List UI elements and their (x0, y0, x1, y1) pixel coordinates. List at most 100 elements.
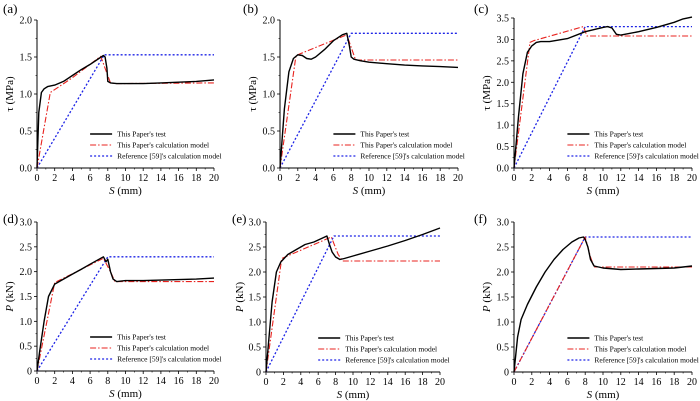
x-tick-label: 10 (121, 376, 131, 387)
y-axis-label: τ (MPa) (481, 75, 493, 111)
x-tick-label: 0 (35, 376, 40, 387)
panel-e: 0 2 4 6 8 10 12 14 16 18 20 0 0.5 1.0 1.5 2.0 2.5 3.0(e) S… (232, 211, 450, 401)
x-axis-label-unit: (mm) (358, 185, 386, 197)
legend-label-ref: Reference [59]'s calculation model (117, 355, 221, 364)
x-tick-label: 0 (512, 377, 517, 388)
series-line-ref (279, 32, 458, 169)
y-tick-label: 3.5 (497, 14, 510, 25)
x-axis-label: S (mm) (587, 185, 620, 197)
series-line-model (36, 257, 214, 372)
legend-label-model: This Paper's calculation model (360, 141, 452, 150)
x-tick-label: 20 (209, 376, 219, 387)
x-tick-label: 18 (669, 377, 679, 388)
series-line-test (36, 54, 215, 169)
panel-label: (e) (232, 211, 246, 226)
y-tick-label: 1.5 (20, 53, 33, 64)
x-tick-label: 12 (616, 377, 626, 388)
x-tick-label: 8 (105, 173, 110, 184)
y-axis-label-unit: τ (MPa) (247, 76, 259, 112)
panel-b: 0 2 4 6 8 10 12 14 16 18 20 0.0 0.5 1.0 1.5 2.0 (b) S (mm… (243, 1, 465, 197)
y-tick-label: 2.5 (249, 243, 262, 254)
y-tick-label: 1.0 (20, 90, 33, 101)
x-tick-label: 18 (418, 377, 428, 388)
y-tick-label: 0 (256, 368, 261, 379)
legend-label-model: This Paper's calculation model (594, 141, 686, 150)
legend-label-test: This Paper's test (117, 130, 167, 139)
x-tick-label: 12 (138, 376, 148, 387)
x-tick-label: 0 (512, 173, 517, 184)
x-tick-label: 8 (583, 173, 588, 184)
y-axis-label-unit: (kN) (481, 282, 493, 306)
x-tick-label: 0 (264, 377, 269, 388)
y-tick-label: 0.0 (497, 164, 510, 175)
y-tick-label: 0 (27, 367, 32, 378)
x-axis-label-symbol: S (109, 185, 115, 197)
x-tick-label: 2 (52, 173, 57, 184)
x-tick-label: 16 (174, 376, 184, 387)
series-line-model (36, 55, 215, 169)
x-tick-label: 14 (634, 377, 644, 388)
y-axis-label: P (kN) (4, 281, 16, 313)
y-tick-label: 2.5 (497, 56, 510, 67)
series-line-test (265, 227, 441, 373)
y-tick-label: 2.0 (497, 268, 510, 279)
x-tick-label: 10 (364, 173, 374, 184)
x-tick-label: 18 (669, 173, 679, 184)
y-axis-label: P (kN) (234, 282, 246, 314)
y-tick-label: 1.0 (497, 318, 510, 329)
x-tick-label: 10 (598, 173, 608, 184)
y-axis-label: τ (MPa) (247, 76, 259, 112)
y-axis-label-unit: (kN) (234, 282, 246, 306)
x-tick-label: 6 (316, 377, 321, 388)
panel-a: 0 2 4 6 8 10 12 14 16 18 20 0.0 0.5 1.0 1.5 2.0(a) S (mm… (3, 1, 222, 197)
x-tick-label: 16 (417, 173, 427, 184)
x-axis-label-symbol: S (353, 185, 359, 197)
y-tick-label: 0.5 (20, 127, 33, 138)
panel-f: 0 2 4 6 8 10 12 14 16 18 20 0 0.5 1.0 1.5 2.0 2.5 3.0 (f) S… (474, 211, 699, 401)
x-tick-label: 4 (70, 376, 75, 387)
panel-c: 0 2 4 6 8 10 12 14 16 18 20 0.0 0.5 1.0 1.5 2.0 2.5 3.0 3.… (474, 1, 699, 197)
x-tick-label: 10 (121, 173, 131, 184)
legend-label-test: This Paper's test (345, 334, 395, 343)
legend-label-test: This Paper's test (117, 333, 167, 342)
x-tick-label: 14 (400, 173, 410, 184)
series-line-ref (513, 25, 692, 169)
series-line-model (513, 26, 692, 169)
x-tick-label: 2 (529, 173, 534, 184)
x-tick-label: 2 (529, 377, 534, 388)
x-tick-label: 0 (278, 173, 283, 184)
x-tick-label: 12 (382, 173, 392, 184)
x-tick-label: 4 (70, 173, 75, 184)
y-axis-label-unit: (kN) (4, 281, 16, 305)
x-axis-label: S (mm) (109, 388, 142, 400)
x-tick-label: 16 (174, 173, 184, 184)
y-tick-label: 1.0 (263, 90, 276, 101)
y-axis-label-symbol: P (481, 305, 493, 313)
y-tick-label: 2.0 (249, 268, 262, 279)
series-line-test (279, 32, 459, 169)
y-axis-label-unit: τ (MPa) (481, 75, 493, 111)
y-tick-label: 1.5 (20, 292, 33, 303)
y-axis-label-unit: τ (MPa) (4, 76, 16, 112)
x-tick-label: 14 (383, 377, 393, 388)
panel-label: (c) (474, 1, 488, 16)
x-axis-label: S (mm) (109, 185, 142, 197)
y-tick-label: 2.0 (497, 78, 510, 89)
y-axis-label-symbol: P (234, 305, 246, 313)
y-tick-label: 2.0 (20, 16, 33, 27)
x-axis-label: S (mm) (587, 389, 620, 401)
x-tick-label: 18 (191, 173, 201, 184)
x-axis-label: S (mm) (353, 185, 386, 197)
y-tick-label: 0.5 (249, 343, 262, 354)
x-axis-label-unit: (mm) (592, 389, 620, 401)
y-tick-label: 1.5 (249, 293, 262, 304)
x-tick-label: 2 (281, 377, 286, 388)
x-tick-label: 6 (331, 173, 336, 184)
x-tick-label: 2 (295, 173, 300, 184)
legend-label-ref: Reference [59]'s calculation model (594, 152, 698, 161)
x-tick-label: 6 (565, 173, 570, 184)
x-tick-label: 16 (400, 377, 410, 388)
x-tick-label: 20 (687, 173, 697, 184)
legend-label-model: This Paper's calculation model (594, 345, 686, 354)
